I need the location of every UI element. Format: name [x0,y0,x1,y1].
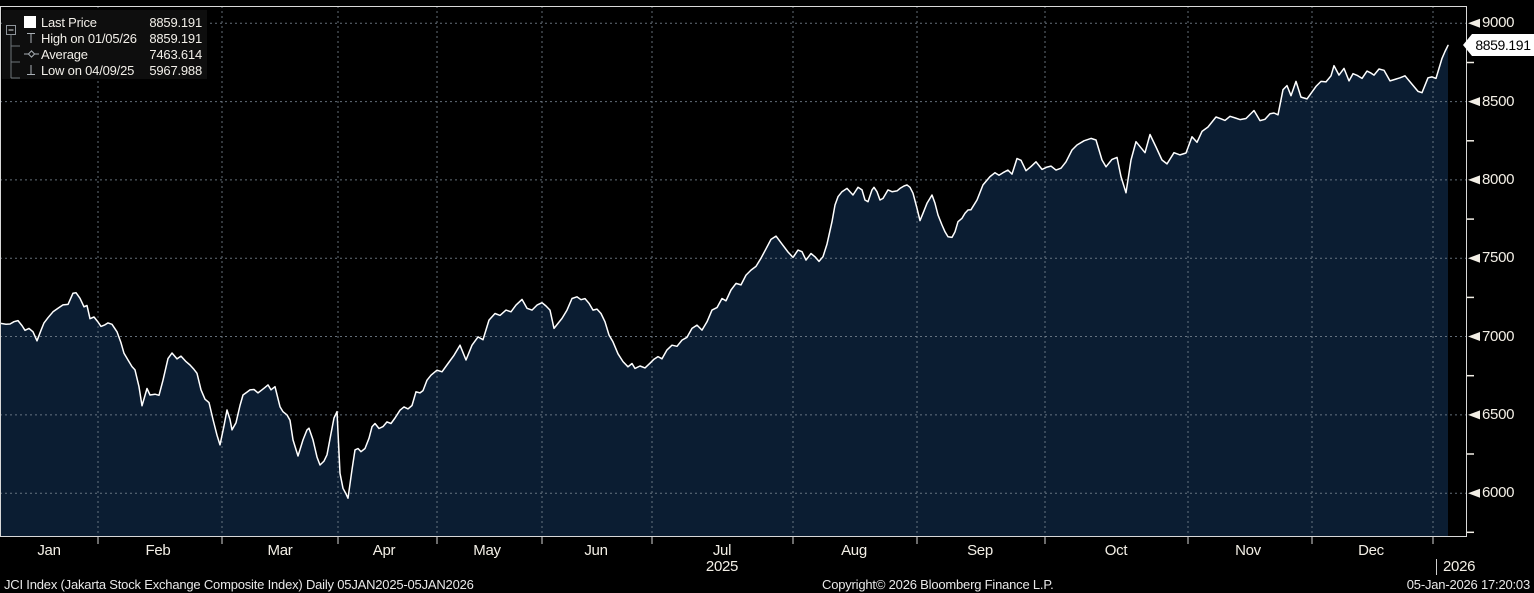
month-label-dec: Dec [1358,542,1384,559]
y-axis-label: 9000 [1482,14,1515,32]
y-axis-label: 8500 [1482,92,1515,110]
month-label-nov: Nov [1235,542,1261,559]
chart-title: JCI Index (Jakarta Stock Exchange Compos… [4,577,474,592]
chart-legend: Last Price 8859.191 High on 01/05/26 885… [2,10,207,79]
month-label-aug: Aug [841,542,867,559]
legend-row-last-price[interactable]: Last Price 8859.191 [24,14,202,30]
year-label-2025: 2025 [705,558,739,575]
legend-value: 8859.191 [149,30,202,46]
last-price-tag: 8859.191 [1463,34,1534,56]
legend-row-average[interactable]: Average 7463.614 [24,46,202,62]
month-label-sep: Sep [967,542,993,559]
high-t-marker-icon [24,30,41,46]
y-axis-label: 6000 [1482,484,1515,502]
y-axis-label: 6500 [1482,405,1515,423]
legend-value: 8859.191 [149,14,202,30]
legend-value: 7463.614 [149,46,202,62]
footer: JCI Index (Jakarta Stock Exchange Compos… [0,575,1534,593]
legend-tree-expander-icon[interactable] [6,21,24,79]
legend-row-high[interactable]: High on 01/05/26 8859.191 [24,30,202,46]
y-axis-label: 7500 [1482,249,1515,267]
month-label-jul: Jul [712,542,732,559]
timestamp: 05-Jan-2026 17:20:03 [1406,577,1530,592]
legend-label: Average [41,46,88,62]
month-label-feb: Feb [145,542,171,559]
month-label-oct: Oct [1104,542,1128,559]
legend-label: High on 01/05/26 [41,30,137,46]
last-price-square-marker-icon [24,14,41,30]
month-label-may: May [473,542,501,559]
month-label-jun: Jun [584,542,608,559]
legend-label: Low on 04/09/25 [41,62,135,78]
legend-value: 5967.988 [149,62,202,78]
low-t-marker-icon [24,62,41,78]
month-label-mar: Mar [267,542,293,559]
month-label-jan: Jan [37,542,61,559]
y-axis-label: 8000 [1482,170,1515,188]
average-diamond-marker-icon [24,46,41,62]
legend-label: Last Price [41,14,97,30]
legend-row-low[interactable]: Low on 04/09/25 5967.988 [24,62,202,78]
year-label-2026: 2026 [1436,559,1475,575]
y-axis-label: 7000 [1482,327,1515,345]
month-label-apr: Apr [372,542,396,559]
copyright-text: Copyright© 2026 Bloomberg Finance L.P. [822,577,1054,592]
